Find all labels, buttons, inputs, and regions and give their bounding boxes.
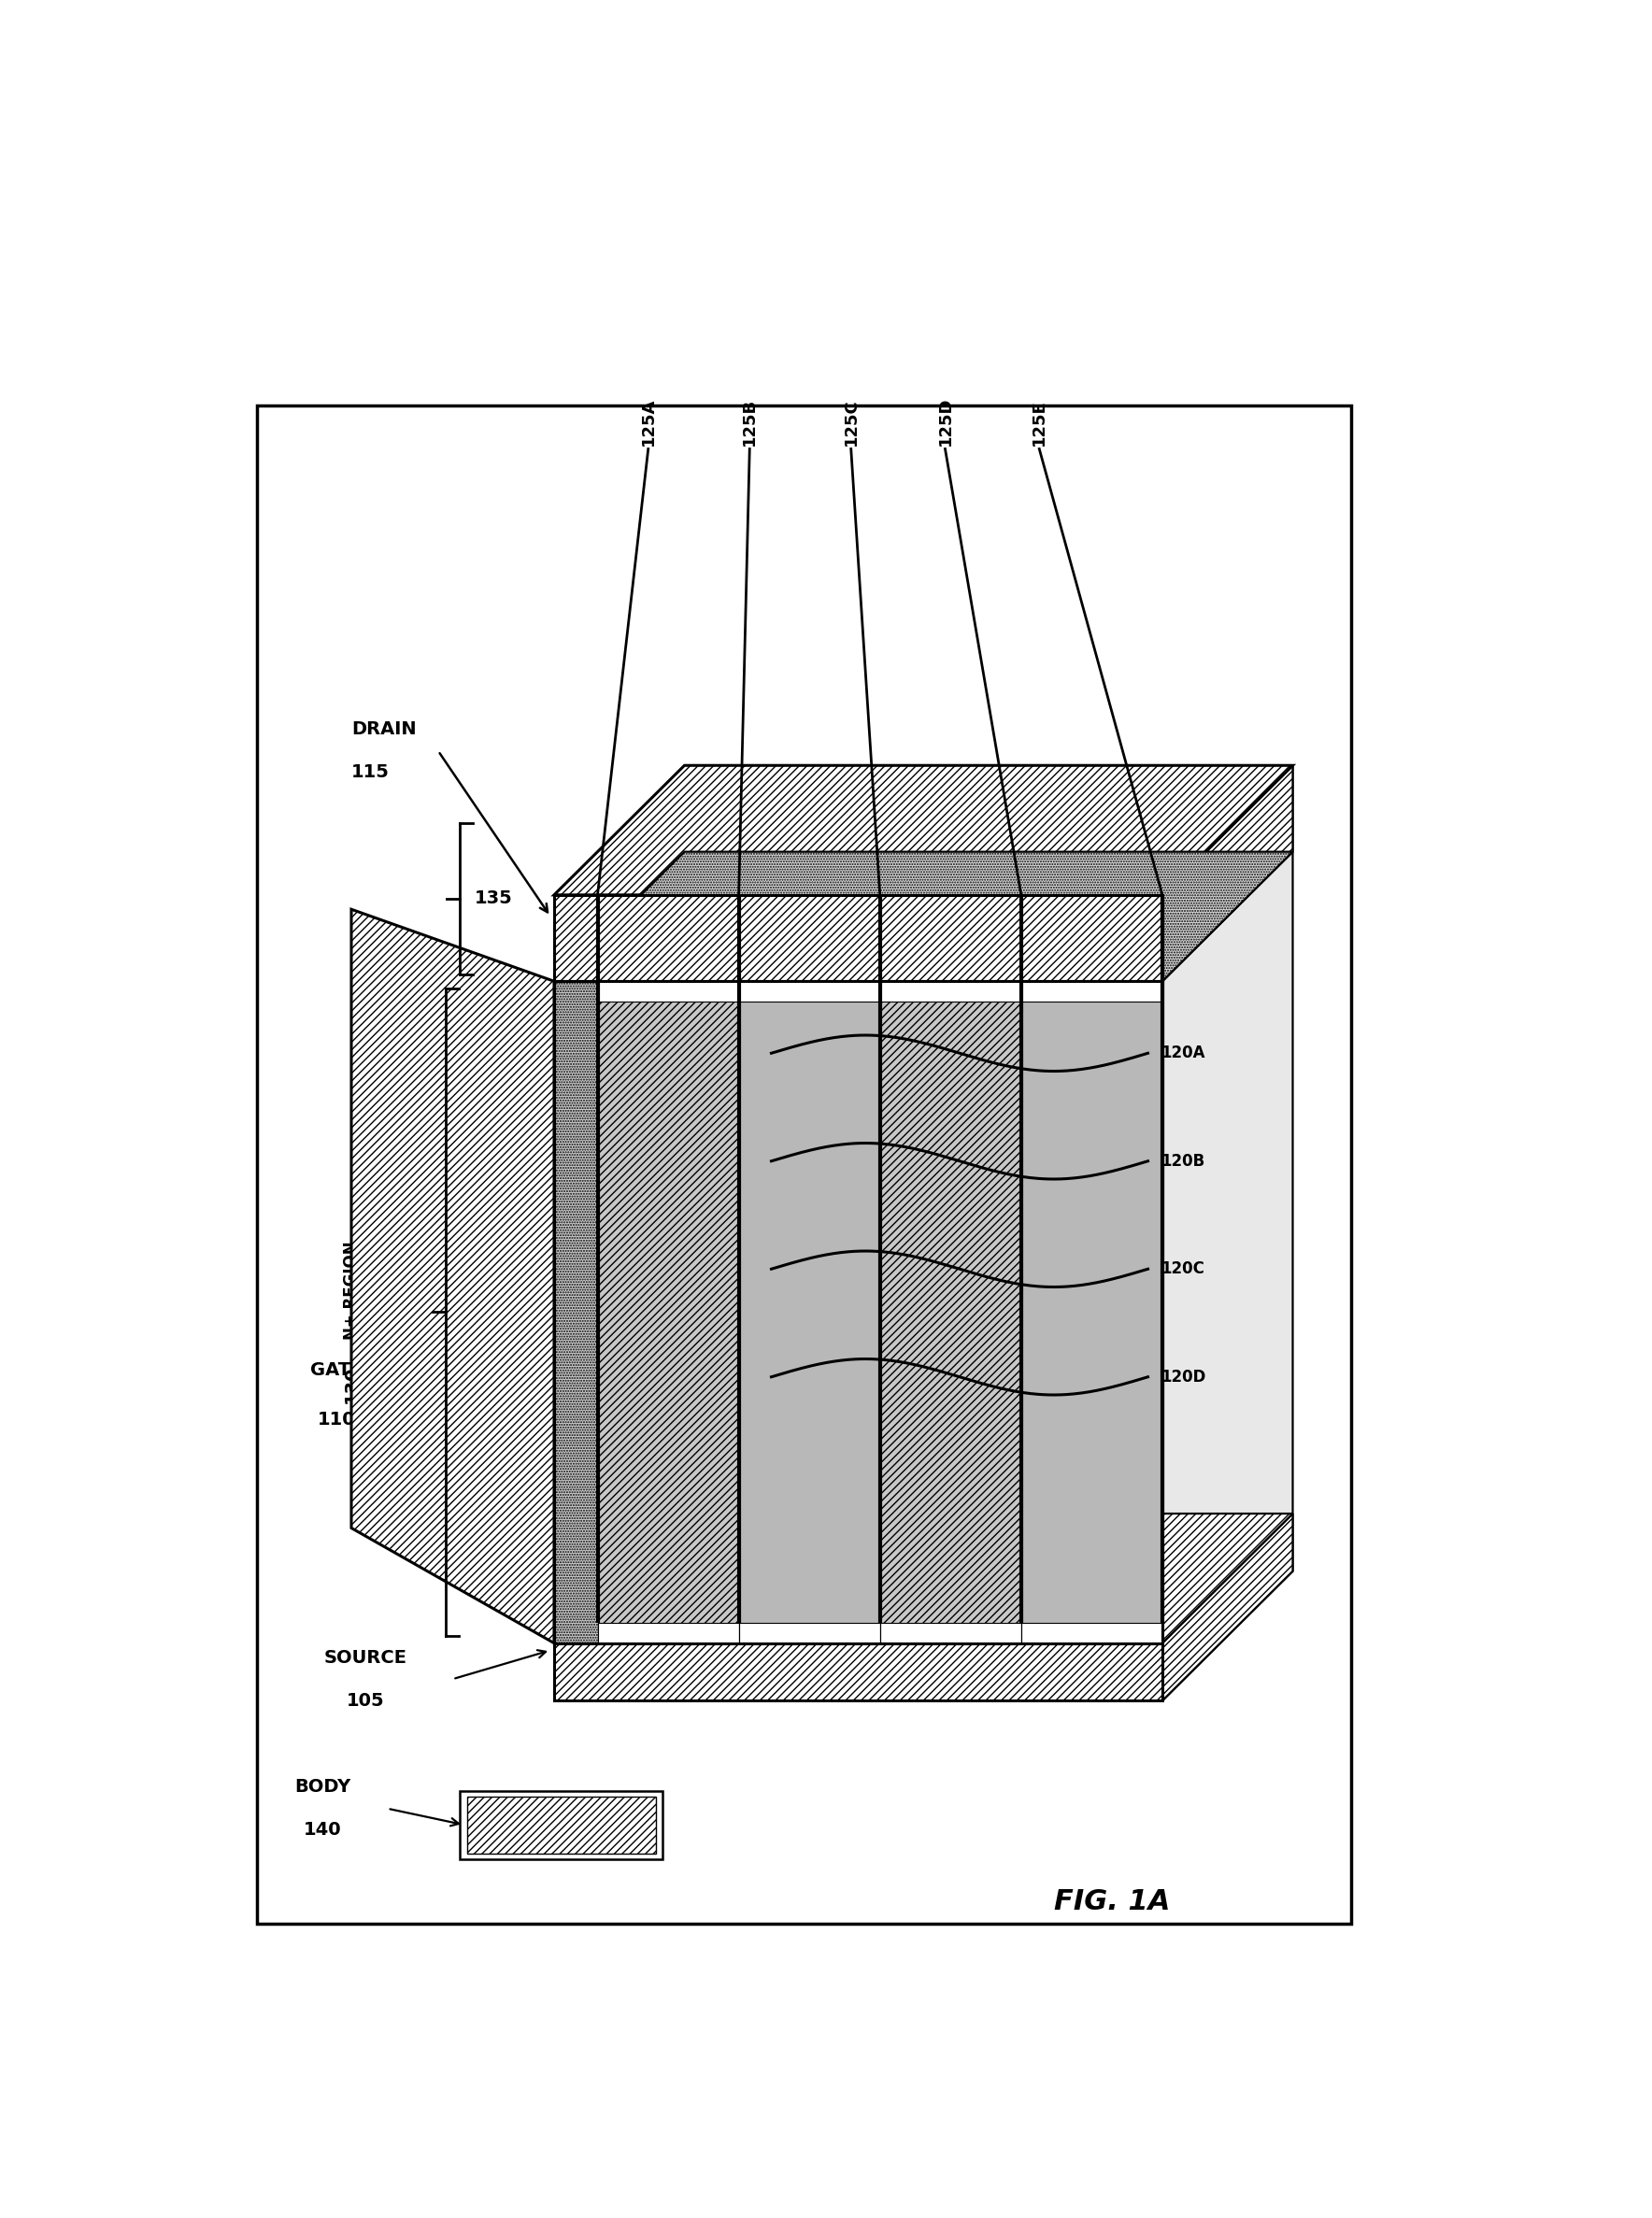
Bar [553,980,1163,1644]
Text: BODY: BODY [294,1779,350,1797]
Text: SOURCE: SOURCE [324,1648,408,1666]
Bar [1021,1624,1163,1644]
Text: 120D: 120D [1161,1369,1206,1386]
Text: GATE: GATE [311,1362,363,1380]
Polygon shape [352,909,553,1644]
Bar [459,1790,662,1859]
Text: N+ REGION: N+ REGION [344,1242,360,1340]
Text: 120C: 120C [1161,1260,1204,1278]
Text: 140: 140 [304,1821,342,1839]
Text: 105: 105 [347,1692,385,1710]
Text: 120B: 120B [1161,1153,1204,1169]
Bar [598,1624,738,1644]
Polygon shape [1163,765,1294,980]
Bar [738,980,881,1000]
Bar [881,980,1021,1644]
Bar [1021,980,1163,1000]
Text: FIG. 1A: FIG. 1A [1054,1888,1170,1916]
Text: DRAIN: DRAIN [352,721,416,739]
Text: 130: 130 [342,1366,360,1404]
Bar [598,980,738,1000]
Text: 115: 115 [352,763,390,781]
Polygon shape [553,852,684,1644]
Text: 125C: 125C [843,397,859,446]
Bar [598,980,738,1644]
Polygon shape [1163,765,1294,1701]
Text: 120A: 120A [1161,1045,1206,1062]
Bar [1021,980,1163,1644]
Bar [553,980,1163,1644]
Bar [738,980,881,1644]
Polygon shape [553,852,684,1644]
Bar [553,894,1163,980]
Bar [258,406,1351,1923]
Polygon shape [553,1513,1294,1644]
Text: 135: 135 [474,889,512,907]
Text: 125E: 125E [1031,399,1047,446]
Text: 125B: 125B [742,397,758,446]
Text: 125A: 125A [639,397,656,446]
Polygon shape [553,852,1294,980]
Text: 125D: 125D [937,397,953,446]
Bar [881,980,1021,1000]
Text: 110: 110 [317,1411,355,1428]
Bar [553,1644,1163,1701]
Bar [881,1624,1021,1644]
Polygon shape [1163,1513,1294,1701]
Polygon shape [553,765,1294,894]
Bar [738,1624,881,1644]
Bar [468,1797,656,1854]
